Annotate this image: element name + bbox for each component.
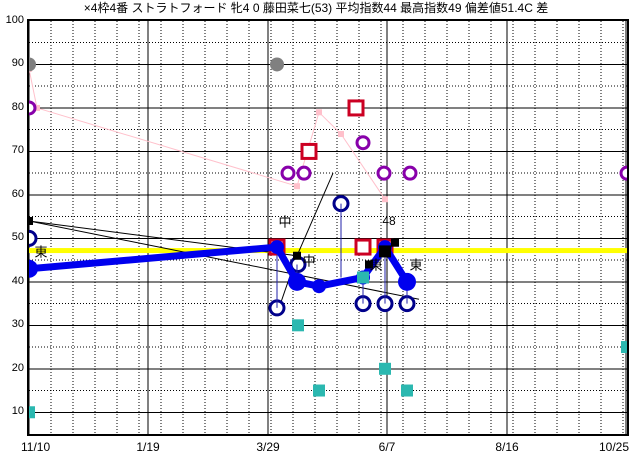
annotation-3: 東 [369, 257, 383, 273]
x-axis-tick-0: 11/10 [21, 440, 51, 454]
page-title: ×4枠4番 ストラトフォード 牝4 0 藤田菜七(53) 平均指数44 最高指数… [83, 1, 549, 15]
annotation-2: 中 [302, 253, 316, 269]
y-axis-tick-90: 90 [11, 57, 24, 70]
annotation-5: 48 [382, 213, 396, 228]
x-axis-tick-5: 10/25 [598, 440, 630, 454]
y-axis-tick-60: 60 [11, 187, 24, 200]
y-axis-tick-50: 50 [11, 231, 24, 244]
plot-inner [29, 21, 627, 434]
annotation-0: 東 [34, 244, 48, 260]
y-axis-tick-30: 30 [11, 318, 24, 331]
y-axis-tick-70: 70 [11, 144, 24, 157]
annotation-1: 中 [278, 214, 292, 230]
chart-canvas [29, 21, 627, 434]
x-axis-tick-1: 1/19 [136, 440, 160, 454]
y-axis-tick-20: 20 [11, 361, 24, 374]
plot-area [27, 19, 629, 436]
y-axis-tick-100: 100 [5, 14, 24, 26]
y-axis-tick-10: 10 [11, 405, 24, 418]
x-axis-tick-2: 3/29 [256, 440, 280, 454]
x-axis-tick-4: 8/16 [495, 440, 519, 454]
annotation-4: 東 [409, 257, 423, 273]
y-axis-tick-40: 40 [11, 274, 24, 287]
y-axis-tick-80: 80 [11, 100, 24, 113]
x-axis-tick-3: 6/7 [378, 440, 396, 454]
